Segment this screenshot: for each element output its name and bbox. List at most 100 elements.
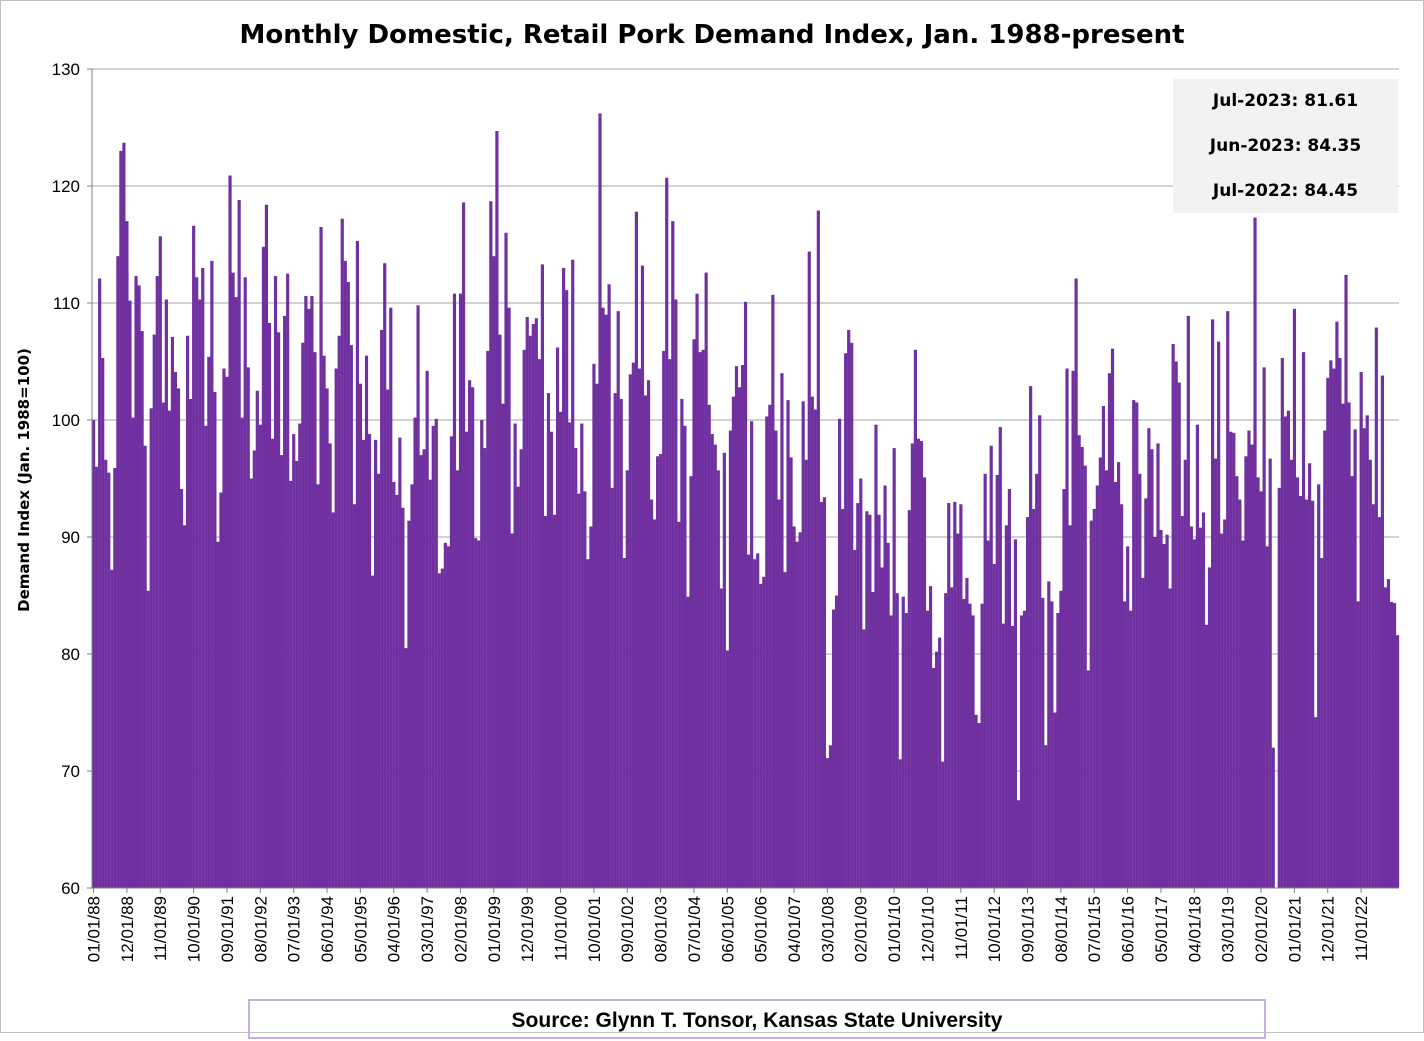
data-bar <box>1238 499 1242 888</box>
data-bar <box>747 554 751 888</box>
x-tick-label: 08/01/03 <box>652 896 671 962</box>
data-bar <box>1329 360 1333 889</box>
data-bar <box>577 493 581 888</box>
data-bar <box>519 449 523 888</box>
data-bar <box>213 391 217 888</box>
x-tick-label: 07/01/93 <box>285 896 304 962</box>
data-bar <box>816 210 820 888</box>
data-bar <box>571 259 575 889</box>
data-bar <box>243 277 247 888</box>
data-bar <box>258 424 262 888</box>
data-bar <box>728 430 732 888</box>
data-bar <box>1335 321 1339 889</box>
data-bar <box>319 226 323 888</box>
data-bar <box>355 240 360 889</box>
data-bar <box>1359 372 1363 888</box>
data-bar <box>598 113 602 888</box>
data-bar <box>477 540 481 888</box>
data-bar <box>601 307 605 888</box>
data-bar <box>1098 457 1102 888</box>
data-bar <box>416 305 420 889</box>
data-bar <box>377 473 381 888</box>
data-bar <box>919 441 924 888</box>
data-bar <box>228 175 232 889</box>
data-bar <box>446 546 450 888</box>
data-bar <box>507 307 511 888</box>
data-bar <box>619 398 623 888</box>
data-bar <box>1047 581 1051 888</box>
data-bar <box>1065 368 1069 888</box>
data-bar <box>913 349 917 888</box>
data-bar <box>853 549 857 888</box>
data-bar <box>589 526 593 888</box>
data-bar <box>261 246 265 889</box>
data-bar <box>1177 382 1181 888</box>
data-bar <box>192 225 196 888</box>
data-bar <box>938 637 942 888</box>
data-bar <box>513 423 517 888</box>
data-bar <box>762 576 766 888</box>
data-bar <box>276 332 281 888</box>
data-bar <box>586 559 590 888</box>
data-bar <box>565 290 569 888</box>
data-bar <box>134 276 138 889</box>
data-bar <box>1362 428 1366 888</box>
data-bar <box>756 553 760 888</box>
data-bar <box>1344 274 1348 888</box>
data-bar <box>207 356 211 888</box>
data-bar <box>753 559 757 888</box>
data-bar <box>883 485 887 888</box>
data-bar <box>428 479 432 888</box>
data-bar <box>953 501 957 888</box>
data-bar <box>1150 449 1154 888</box>
data-bar <box>1392 603 1397 888</box>
data-bar <box>161 402 165 888</box>
data-bar <box>186 335 190 888</box>
data-bar <box>140 331 144 889</box>
data-bar <box>740 365 745 888</box>
data-bar <box>1007 489 1011 888</box>
data-bar <box>1286 410 1290 888</box>
data-bar <box>962 599 966 888</box>
data-bar <box>155 276 159 889</box>
x-tick-label: 11/01/89 <box>151 896 170 961</box>
x-tick-label: 01/01/99 <box>485 896 504 962</box>
data-bar <box>149 408 153 888</box>
data-bar <box>401 507 405 888</box>
data-bar <box>786 400 790 888</box>
data-bar <box>674 299 678 888</box>
data-bar <box>1120 504 1124 888</box>
data-bar <box>1356 601 1360 888</box>
data-bar <box>1135 402 1139 888</box>
data-bar <box>1180 515 1184 888</box>
data-bar <box>237 200 241 889</box>
data-bar <box>325 388 329 888</box>
data-bar <box>255 390 259 888</box>
data-bar <box>1223 519 1227 888</box>
x-tick-label: 10/01/01 <box>585 896 604 962</box>
data-bar <box>1074 278 1078 888</box>
data-bar <box>216 541 220 888</box>
data-bar <box>1268 458 1272 888</box>
data-bar <box>395 494 399 888</box>
data-bar <box>364 355 369 888</box>
data-bar <box>613 393 617 888</box>
data-bar <box>222 368 226 888</box>
data-bar <box>771 294 775 888</box>
x-tick-label: 09/01/91 <box>218 896 237 962</box>
data-bar <box>425 370 429 888</box>
data-bar <box>443 542 447 888</box>
x-tick-label: 11/01/00 <box>552 896 571 961</box>
x-tick-label: 06/01/94 <box>318 896 337 962</box>
data-bar <box>468 380 472 888</box>
data-bar <box>662 350 666 889</box>
data-bar <box>834 595 839 888</box>
data-bar <box>431 425 435 888</box>
data-bar <box>1035 473 1039 888</box>
data-bar <box>407 520 411 888</box>
x-tick-label: 05/01/95 <box>351 896 370 962</box>
data-bar <box>1350 476 1354 888</box>
data-bar <box>1380 375 1384 888</box>
data-bar <box>910 443 914 888</box>
x-tick-label: 07/01/04 <box>685 896 704 962</box>
